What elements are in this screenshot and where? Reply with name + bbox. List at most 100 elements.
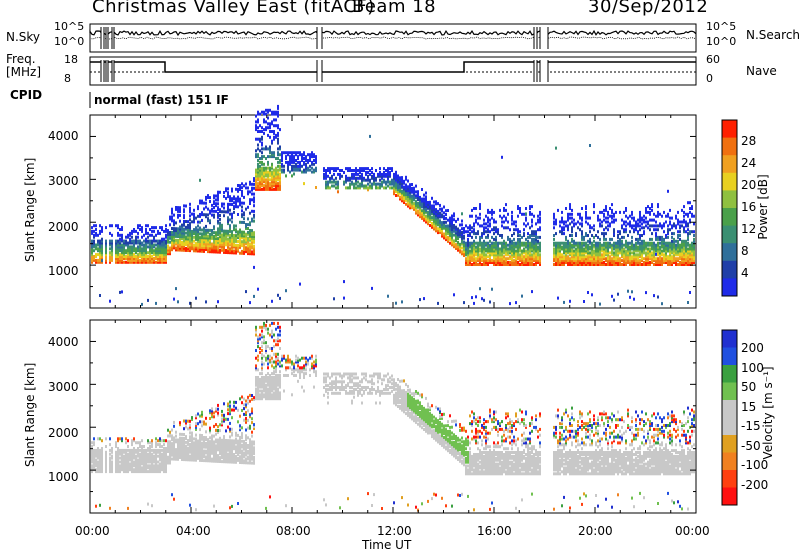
power-cell <box>575 222 577 226</box>
velocity-cell <box>195 452 197 456</box>
power-cell <box>445 232 447 236</box>
power-cell <box>109 299 111 303</box>
power-cell <box>409 198 411 202</box>
power-cell <box>533 232 535 236</box>
power-cell <box>247 236 249 240</box>
power-cell <box>265 126 267 130</box>
velocity-cell <box>173 453 175 457</box>
power-cell <box>271 110 273 114</box>
power-cell <box>525 216 527 220</box>
velocity-cell <box>181 450 183 454</box>
power-cell <box>163 241 165 245</box>
power-cell <box>465 230 467 234</box>
power-cell <box>641 255 643 259</box>
power-cell <box>235 228 237 232</box>
power-cell <box>575 247 577 251</box>
power-cell <box>225 235 227 239</box>
velocity-cell <box>189 425 191 429</box>
power-cell <box>569 222 571 226</box>
velocity-cell <box>173 442 175 446</box>
power-cell <box>175 246 177 250</box>
power-cell <box>583 251 585 255</box>
data-gap-freq <box>106 60 108 82</box>
power-cell <box>611 261 613 264</box>
power-cell <box>459 229 461 233</box>
power-cell <box>587 255 589 259</box>
power-cell <box>575 243 577 247</box>
power-cell <box>323 167 325 171</box>
power-cell <box>463 234 465 238</box>
power-cell <box>529 253 531 257</box>
velocity-cell <box>203 439 205 443</box>
power-cell <box>269 130 271 133</box>
power-cell <box>435 202 437 206</box>
power-cell <box>217 215 219 219</box>
power-cell <box>257 164 259 168</box>
power-cell <box>567 259 569 263</box>
power-cell <box>487 243 489 247</box>
power-cell <box>497 253 499 257</box>
power-cell <box>559 255 561 259</box>
power-cell <box>109 255 111 258</box>
power-cell <box>209 250 211 254</box>
power-cell <box>175 221 177 225</box>
power-cell <box>351 182 353 186</box>
power-cell <box>567 216 569 220</box>
power-cell <box>515 224 517 228</box>
power-cell <box>307 168 309 172</box>
power-cell <box>269 145 271 149</box>
power-cell <box>623 249 625 253</box>
power-cell <box>589 245 591 249</box>
power-cell <box>501 257 503 261</box>
power-cell <box>381 180 383 184</box>
power-cell <box>589 230 591 234</box>
power-cell <box>653 251 655 255</box>
power-cell <box>149 253 151 257</box>
power-cell <box>675 245 677 249</box>
power-cell <box>189 229 191 233</box>
power-cell <box>387 171 389 174</box>
power-cell <box>509 237 511 241</box>
power-cell <box>515 249 517 253</box>
velocity-cell <box>197 447 199 451</box>
power-cell <box>597 261 599 264</box>
power-cell <box>141 226 143 230</box>
power-cell <box>471 226 473 230</box>
velocity-cell <box>101 468 103 472</box>
velocity-cell <box>175 451 177 455</box>
velocity-cell <box>187 448 189 452</box>
velocity-cell <box>139 462 141 466</box>
velocity-cell <box>197 443 199 447</box>
power-cell <box>455 237 457 241</box>
power-cell <box>505 241 507 245</box>
power-cell <box>561 247 563 251</box>
power-cell <box>121 243 123 247</box>
power-cell <box>255 149 257 153</box>
power-cell <box>187 235 189 239</box>
power-cell <box>401 180 403 183</box>
power-cell <box>661 261 663 264</box>
freq-trace <box>90 61 696 73</box>
power-cell <box>183 246 185 250</box>
power-cell <box>525 263 527 266</box>
power-cell <box>371 182 373 186</box>
power-cell <box>463 250 465 254</box>
power-cell <box>239 228 241 232</box>
power-cell <box>641 259 643 263</box>
power-cell <box>225 229 227 233</box>
velocity-cell <box>149 466 151 470</box>
velocity-cell <box>151 439 153 443</box>
power-cell <box>379 171 381 174</box>
power-cell <box>599 247 601 251</box>
power-cell <box>497 259 499 263</box>
velocity-cell <box>201 455 203 459</box>
power-cell <box>503 208 505 212</box>
velocity-cell <box>153 464 155 468</box>
power-cell <box>569 241 571 245</box>
power-cell <box>199 178 201 182</box>
power-cell <box>225 237 227 241</box>
power-cell <box>647 253 649 257</box>
power-cell <box>409 187 411 190</box>
power-cell <box>479 235 481 239</box>
power-cell <box>219 214 221 217</box>
